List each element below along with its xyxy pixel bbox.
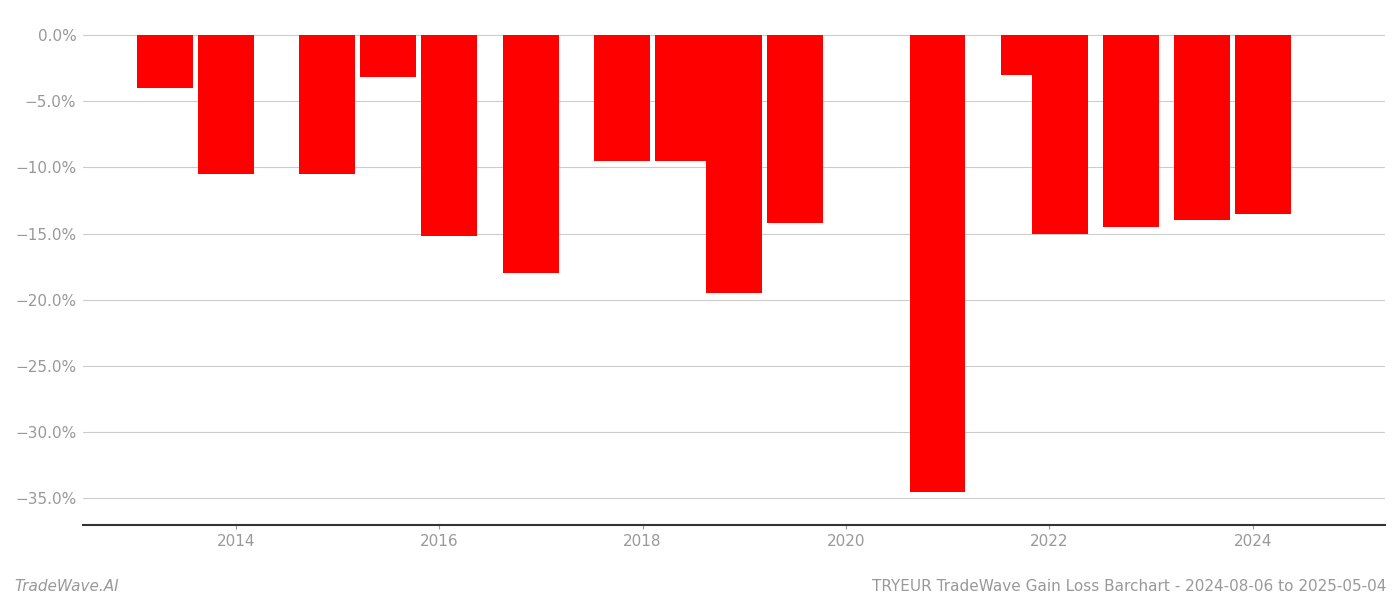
Bar bbox=[594, 35, 650, 161]
Bar bbox=[1175, 35, 1231, 220]
Bar bbox=[767, 35, 823, 223]
Bar bbox=[197, 35, 253, 174]
Bar bbox=[1103, 35, 1159, 227]
Bar bbox=[137, 35, 193, 88]
Bar bbox=[421, 35, 477, 236]
Bar bbox=[706, 35, 762, 293]
Bar bbox=[910, 35, 966, 492]
Bar bbox=[1001, 35, 1057, 74]
Text: TradeWave.AI: TradeWave.AI bbox=[14, 579, 119, 594]
Bar bbox=[655, 35, 711, 161]
Bar bbox=[1235, 35, 1291, 214]
Bar bbox=[300, 35, 356, 174]
Bar bbox=[1032, 35, 1088, 233]
Bar bbox=[503, 35, 559, 273]
Text: TRYEUR TradeWave Gain Loss Barchart - 2024-08-06 to 2025-05-04: TRYEUR TradeWave Gain Loss Barchart - 20… bbox=[872, 579, 1386, 594]
Bar bbox=[360, 35, 416, 77]
